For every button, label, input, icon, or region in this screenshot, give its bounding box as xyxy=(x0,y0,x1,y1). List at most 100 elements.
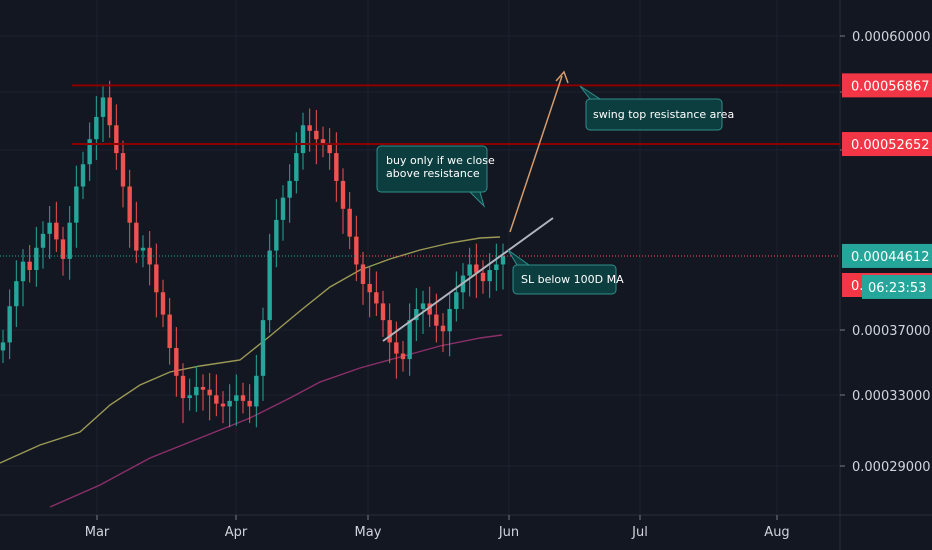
y-tick-label: 0.00037000 xyxy=(852,324,931,339)
candle-body xyxy=(67,222,72,259)
candle-body xyxy=(7,306,12,343)
candle-body xyxy=(194,386,199,396)
candle-body xyxy=(447,309,452,332)
candle-body xyxy=(354,236,359,265)
note-box xyxy=(512,264,617,295)
candle-body xyxy=(480,272,486,282)
note-box xyxy=(376,145,488,193)
candle-body xyxy=(234,395,239,401)
candle-body xyxy=(147,247,152,265)
candle-body xyxy=(0,342,6,351)
candle-body xyxy=(40,233,46,248)
price-tag xyxy=(842,73,932,98)
ma-200-line xyxy=(49,334,503,508)
moving-averages xyxy=(0,236,503,508)
ma-100-line xyxy=(0,236,501,464)
candle-body xyxy=(94,116,99,140)
candle-body xyxy=(420,303,426,309)
candle-body xyxy=(434,314,439,326)
x-tick-label: Mar xyxy=(85,525,110,540)
note-tail xyxy=(507,249,531,266)
resistance-note: swing top resistance area xyxy=(579,85,734,131)
note-tail xyxy=(468,191,486,208)
candle-body xyxy=(80,164,86,187)
y-tick-label: 0.00060000 xyxy=(852,30,931,45)
note-text: swing top resistance area xyxy=(593,108,734,121)
candle-body xyxy=(500,256,506,265)
candle-body xyxy=(294,153,299,181)
candle-body xyxy=(107,97,112,126)
candle-body xyxy=(127,186,132,223)
candle-body xyxy=(154,264,159,293)
candle-body xyxy=(427,303,432,315)
candle-body xyxy=(74,186,79,223)
candle-body xyxy=(394,342,399,354)
candle-body xyxy=(260,320,266,376)
candle-body xyxy=(247,400,252,407)
candle-body xyxy=(474,264,479,273)
x-tick-label: Jun xyxy=(498,525,519,540)
candle-body xyxy=(334,153,339,181)
candle-body xyxy=(167,314,172,348)
candle-body xyxy=(440,325,446,332)
candle-body xyxy=(387,320,392,343)
candle-body xyxy=(140,247,146,251)
projection-arrowhead xyxy=(555,70,569,84)
candle-body xyxy=(187,395,192,399)
candle-body xyxy=(100,97,106,117)
candle-body xyxy=(160,292,166,315)
candle-body xyxy=(267,250,272,321)
countdown-tag xyxy=(862,274,932,299)
y-tick-label: 0.00033000 xyxy=(852,389,931,404)
candle-body xyxy=(120,153,126,187)
note-text: above resistance xyxy=(386,167,480,180)
candle-body xyxy=(34,247,39,271)
candle-body xyxy=(240,395,246,401)
x-tick-label: Aug xyxy=(764,525,789,540)
candle-body xyxy=(54,222,59,240)
candle-body xyxy=(300,125,306,154)
candle-body xyxy=(227,400,232,407)
note-text: SL below 100D MA xyxy=(521,273,624,286)
candle-body xyxy=(360,264,366,284)
candle-body xyxy=(200,386,206,390)
price-tag-label: 0.00052652 xyxy=(851,138,930,153)
y-tick-label: 0.00029000 xyxy=(852,460,931,475)
candle-body xyxy=(494,264,499,271)
candle-body xyxy=(14,281,19,307)
candle-body xyxy=(87,139,92,165)
candle-body xyxy=(407,320,412,360)
candle-body xyxy=(220,403,226,407)
candle-body xyxy=(307,125,312,131)
candle-body xyxy=(340,180,346,209)
candle-body xyxy=(327,144,332,154)
price-badges: 0.000568670.000526520.000445980.00044612… xyxy=(842,73,932,299)
candle-body xyxy=(174,347,179,376)
candle-body xyxy=(467,264,472,276)
x-tick-label: Apr xyxy=(225,525,248,540)
price-tag xyxy=(842,132,932,157)
current-price-tag xyxy=(842,243,932,268)
candle-body xyxy=(214,395,219,404)
price-tag-label: 0.00056867 xyxy=(851,79,930,94)
note-tail xyxy=(579,85,602,100)
projection-arrow xyxy=(509,75,563,233)
support-trendline xyxy=(382,217,554,342)
candle-body xyxy=(414,309,419,321)
drawings: swing top resistance area buy only if we … xyxy=(0,70,840,342)
candle-body xyxy=(374,292,379,304)
candle-body xyxy=(274,219,279,251)
candle-body xyxy=(287,180,292,198)
candle-body xyxy=(180,375,186,399)
candle-body xyxy=(347,208,352,237)
candle-body xyxy=(254,375,259,407)
current-price-label: 0.00044612 xyxy=(851,250,930,265)
candle-body xyxy=(454,292,459,309)
x-tick-label: May xyxy=(355,525,382,540)
candle-body xyxy=(380,303,386,321)
candle-body xyxy=(400,353,406,360)
candle-body xyxy=(27,261,32,271)
